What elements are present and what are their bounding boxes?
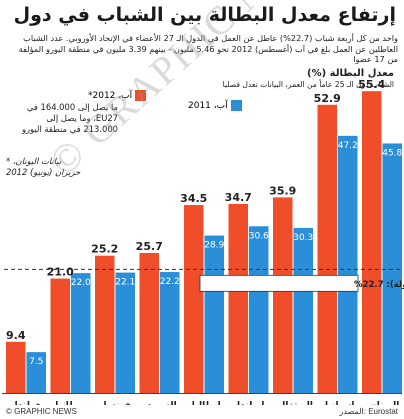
data-label-2011: 28.9 [204, 241, 224, 251]
category-label: إسبانيا [325, 401, 354, 405]
data-label-2011: 22.1 [115, 278, 135, 288]
data-label-2011: 22.0 [71, 278, 91, 288]
category-label: ايرلندا [237, 401, 264, 405]
bar-2012 [50, 278, 70, 393]
bar-2012 [362, 91, 382, 393]
data-label-2012: 25.2 [91, 243, 118, 256]
legend-subtitle: الشباب دون الـ 25 عاماً من العمر، البيان… [222, 80, 394, 89]
data-label-2011: 45.8 [382, 148, 402, 158]
data-label-2011: 47.2 [338, 141, 358, 151]
bar-2011 [293, 227, 313, 393]
legend-title: معدل البطالة (%) [307, 68, 394, 79]
data-label-2012: 34.5 [180, 192, 207, 205]
category-label: اليونان [369, 401, 399, 405]
legend: معدل البطالة (%) الشباب دون الـ 25 عاماً… [142, 68, 394, 132]
bar-chart: 9.4 7.5 هولندا 21.022.0 بريطانيا 25.2 22.1 فرنس… [2, 78, 404, 405]
data-label-2011: 30.6 [249, 231, 269, 241]
data-label-2011: 7.5 [29, 357, 43, 367]
legend-label-2012: آب، 2012* [88, 91, 133, 101]
category-label: هولندا [15, 401, 42, 405]
bar-2011 [204, 235, 224, 393]
bar-2012 [95, 255, 115, 393]
bar-2011 [382, 143, 402, 393]
legend-label-2011: آب، 2011 [188, 101, 228, 111]
bar-2011 [338, 135, 358, 394]
bar-2012 [6, 341, 26, 393]
eu-average-label: متوسط دول الاتحاد الأوروبي (27 دولة): 22… [354, 279, 404, 290]
legend-swatch-2012 [135, 90, 147, 101]
data-label-2012: 9.4 [6, 329, 26, 342]
bar-2011 [26, 352, 46, 393]
bar-2012 [184, 205, 204, 393]
source: المصدر: Eurostat [339, 407, 398, 416]
bar-2012 [139, 252, 159, 393]
legend-item-2011: آب، 2011 [188, 100, 242, 111]
data-label-2012: 34.7 [225, 191, 252, 204]
category-label: البرتغال [278, 401, 313, 405]
category-label: بريطانيا [55, 401, 90, 405]
data-label-2012: 52.9 [314, 92, 341, 105]
bar-2012 [317, 104, 337, 394]
page-title: إرتفاع معدل البطالة بين الشباب في دول ال… [8, 4, 396, 26]
data-label-2012: 35.9 [269, 184, 296, 197]
note-greece: * بيانات اليونان، حزيران (يونيو) 2012 [6, 156, 81, 177]
legend-swatch-2011 [230, 100, 242, 111]
data-label-2012: 21.0 [47, 266, 74, 279]
bar-2012 [228, 203, 248, 393]
intro-text: واحد من كل أربعة شباب (22.7%) عاطل عن ال… [18, 33, 398, 64]
category-label: ايطاليا [192, 401, 221, 405]
bar-2012 [273, 197, 293, 393]
bar-2011 [71, 273, 91, 393]
data-label-2012: 25.7 [136, 240, 163, 253]
eu-average-box [199, 274, 359, 292]
data-label-2012: 55.4 [358, 78, 385, 91]
category-label: فرنسا [104, 401, 132, 405]
data-label-2011: 22.2 [160, 277, 180, 287]
category-label: السويد [147, 401, 177, 405]
bar-2011 [160, 272, 180, 393]
bar-2011 [115, 272, 135, 393]
data-label-2011: 30.3 [293, 233, 313, 243]
credit: © GRAPHIC NEWS [6, 407, 77, 416]
note-eu: ما يصل إلى 164.000 في EU27، وما يصل إلى … [21, 102, 118, 134]
legend-item-2012: آب، 2012* [88, 90, 147, 101]
bar-2011 [249, 226, 269, 393]
